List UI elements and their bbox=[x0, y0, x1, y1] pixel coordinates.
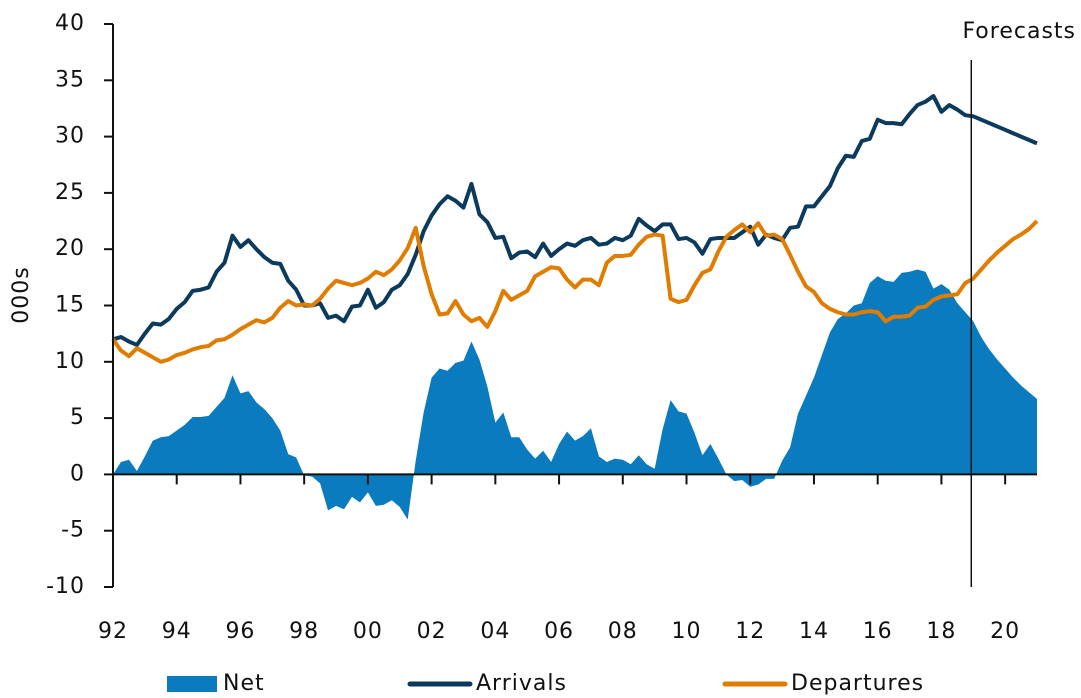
series-line bbox=[112, 94, 1038, 347]
y-tick-label: 5 bbox=[70, 405, 85, 430]
y-axis-label: 000s bbox=[9, 266, 34, 323]
annotation: Forecasts bbox=[962, 19, 1076, 44]
x-tick-label: 20 bbox=[990, 619, 1020, 644]
y-tick-label: 15 bbox=[55, 293, 85, 318]
y-tick-label: -5 bbox=[61, 518, 85, 543]
net-area bbox=[113, 269, 1037, 520]
x-tick-label: 98 bbox=[289, 619, 319, 644]
x-tick-label: 94 bbox=[162, 619, 192, 644]
x-tick-label: 96 bbox=[225, 619, 255, 644]
y-tick-label: 35 bbox=[55, 67, 85, 92]
y-tick-label: 40 bbox=[55, 11, 85, 36]
x-tick-label: 10 bbox=[672, 619, 702, 644]
series-line bbox=[111, 219, 1039, 364]
x-tick-label: 14 bbox=[799, 619, 829, 644]
x-tick-label: 18 bbox=[926, 619, 956, 644]
x-tick-label: 00 bbox=[353, 619, 383, 644]
legend-swatch bbox=[167, 676, 217, 692]
legend-label: Departures bbox=[791, 671, 924, 696]
x-tick-label: 02 bbox=[417, 619, 447, 644]
y-tick-label: -10 bbox=[46, 574, 85, 599]
y-tick-label: 0 bbox=[70, 461, 85, 486]
x-tick-label: 08 bbox=[608, 619, 638, 644]
x-tick-label: 16 bbox=[863, 619, 893, 644]
y-tick-label: 25 bbox=[55, 180, 85, 205]
y-tick-label: 30 bbox=[55, 124, 85, 149]
y-tick-label: 10 bbox=[55, 349, 85, 374]
legend-label: Arrivals bbox=[476, 671, 567, 696]
x-tick-label: 06 bbox=[544, 619, 574, 644]
x-tick-label: 92 bbox=[98, 619, 128, 644]
y-tick-label: 20 bbox=[55, 236, 85, 261]
legend-label: Net bbox=[223, 671, 265, 696]
x-tick-label: 12 bbox=[735, 619, 765, 644]
x-tick-label: 04 bbox=[480, 619, 510, 644]
